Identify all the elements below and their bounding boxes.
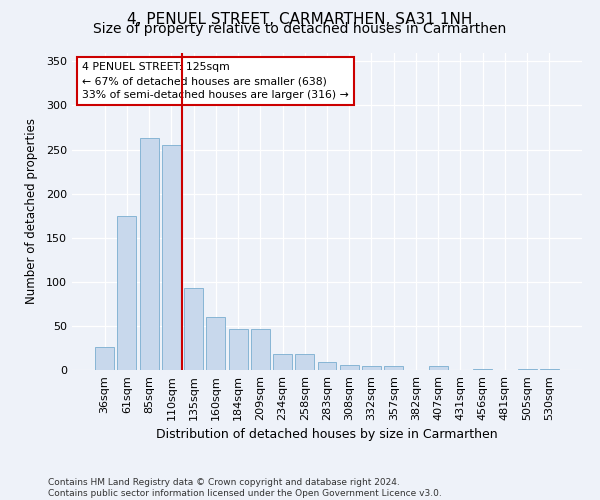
Bar <box>229 330 248 370</box>
Bar <box>473 369 492 370</box>
Text: Size of property relative to detached houses in Carmarthen: Size of property relative to detached ho… <box>94 22 506 36</box>
Bar <box>295 354 314 370</box>
Bar <box>518 369 536 370</box>
Y-axis label: Number of detached properties: Number of detached properties <box>25 118 38 304</box>
Bar <box>540 369 559 370</box>
Bar <box>95 347 114 370</box>
Bar <box>317 362 337 370</box>
Text: Contains HM Land Registry data © Crown copyright and database right 2024.
Contai: Contains HM Land Registry data © Crown c… <box>48 478 442 498</box>
Bar <box>273 354 292 370</box>
Bar <box>162 145 181 370</box>
Bar <box>118 216 136 370</box>
Text: 4 PENUEL STREET: 125sqm
← 67% of detached houses are smaller (638)
33% of semi-d: 4 PENUEL STREET: 125sqm ← 67% of detache… <box>82 62 349 100</box>
X-axis label: Distribution of detached houses by size in Carmarthen: Distribution of detached houses by size … <box>156 428 498 441</box>
Bar <box>340 364 359 370</box>
Bar <box>184 288 203 370</box>
Bar <box>140 138 158 370</box>
Text: 4, PENUEL STREET, CARMARTHEN, SA31 1NH: 4, PENUEL STREET, CARMARTHEN, SA31 1NH <box>127 12 473 28</box>
Bar <box>384 366 403 370</box>
Bar <box>429 366 448 370</box>
Bar <box>251 330 270 370</box>
Bar <box>362 366 381 370</box>
Bar <box>206 317 225 370</box>
